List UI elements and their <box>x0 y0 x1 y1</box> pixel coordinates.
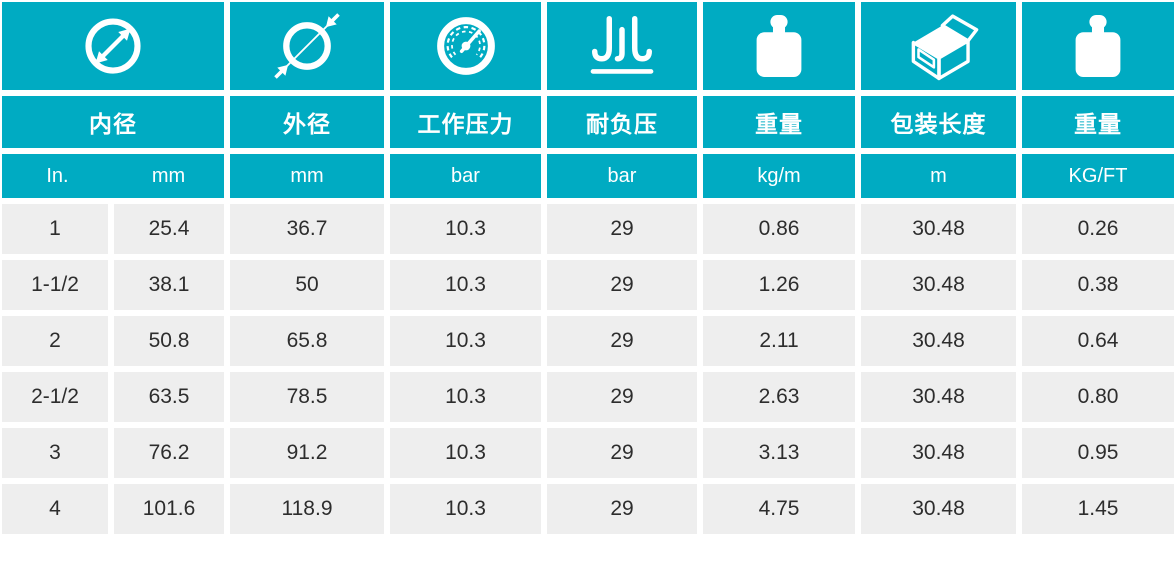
header-icon-cell-weight-imperial <box>1022 2 1174 90</box>
table-cell: 4 <box>2 484 108 534</box>
unit-inches: In. <box>46 164 69 187</box>
table-cell: 76.2 <box>114 428 224 478</box>
table-cell: 30.48 <box>861 204 1016 254</box>
unit-mm: mm <box>151 164 186 187</box>
unit-cell-vacuum: bar <box>547 154 697 198</box>
label-text: 耐负压 <box>586 111 658 137</box>
table-cell: 2.63 <box>703 372 855 422</box>
table-cell: 0.38 <box>1022 260 1174 310</box>
header-icon-cell-vacuum <box>547 2 697 90</box>
table-cell: 30.48 <box>861 372 1016 422</box>
inner-diameter-icon <box>78 11 148 81</box>
label-text: 内径 <box>89 111 137 137</box>
label-text: 重量 <box>755 111 803 137</box>
unit-cell-working-pressure: bar <box>390 154 541 198</box>
header-icon-cell-outer-diameter <box>230 2 384 90</box>
unit-text: mm <box>290 164 324 187</box>
unit-cell-outer-diameter: mm <box>230 154 384 198</box>
table-cell: 0.80 <box>1022 372 1174 422</box>
package-box-icon <box>898 10 980 82</box>
table-cell: 1.26 <box>703 260 855 310</box>
unit-text: KG/FT <box>1068 164 1128 187</box>
spec-grid: 内径 外径 工作压力 耐负压 重量 包装长度 重量 In. mm mm bar … <box>2 2 1174 534</box>
weight-icon <box>1067 11 1129 81</box>
table-cell: 29 <box>547 428 697 478</box>
table-cell: 2.11 <box>703 316 855 366</box>
table-cell: 10.3 <box>390 484 541 534</box>
table-cell: 25.4 <box>114 204 224 254</box>
unit-text: kg/m <box>757 164 801 187</box>
table-cell: 10.3 <box>390 316 541 366</box>
unit-split: In. mm <box>2 154 224 198</box>
column-label-weight-metric: 重量 <box>703 96 855 148</box>
header-icon-cell-inner-diameter <box>2 2 224 90</box>
label-text: 外径 <box>283 111 331 137</box>
table-cell: 2-1/2 <box>2 372 108 422</box>
table-cell: 0.86 <box>703 204 855 254</box>
table-cell: 0.95 <box>1022 428 1174 478</box>
vacuum-suction-icon <box>582 13 662 79</box>
table-cell: 2 <box>2 316 108 366</box>
table-cell: 30.48 <box>861 316 1016 366</box>
unit-text: m <box>930 164 947 187</box>
table-cell: 50.8 <box>114 316 224 366</box>
column-label-weight-imperial: 重量 <box>1022 96 1174 148</box>
table-cell: 29 <box>547 316 697 366</box>
header-icon-cell-working-pressure <box>390 2 541 90</box>
table-cell: 36.7 <box>230 204 384 254</box>
pressure-gauge-icon <box>431 11 501 81</box>
unit-text: bar <box>451 164 480 187</box>
table-cell: 10.3 <box>390 428 541 478</box>
column-label-vacuum: 耐负压 <box>547 96 697 148</box>
table-cell: 29 <box>547 260 697 310</box>
table-cell: 50 <box>230 260 384 310</box>
header-icon-cell-package-length <box>861 2 1016 90</box>
table-cell: 10.3 <box>390 260 541 310</box>
column-label-outer-diameter: 外径 <box>230 96 384 148</box>
table-cell: 30.48 <box>861 428 1016 478</box>
label-text: 工作压力 <box>417 111 514 137</box>
label-text: 重量 <box>1074 111 1122 137</box>
table-cell: 4.75 <box>703 484 855 534</box>
table-cell: 63.5 <box>114 372 224 422</box>
table-cell: 1.45 <box>1022 484 1174 534</box>
header-icon-cell-weight-metric <box>703 2 855 90</box>
unit-cell-inner-diameter: In. mm <box>2 154 224 198</box>
outer-diameter-icon <box>271 10 343 82</box>
table-cell: 1-1/2 <box>2 260 108 310</box>
unit-cell-weight-imperial: KG/FT <box>1022 154 1174 198</box>
table-cell: 38.1 <box>114 260 224 310</box>
column-label-package-length: 包装长度 <box>861 96 1016 148</box>
table-cell: 30.48 <box>861 260 1016 310</box>
table-cell: 0.26 <box>1022 204 1174 254</box>
table-cell: 1 <box>2 204 108 254</box>
table-cell: 3 <box>2 428 108 478</box>
table-cell: 10.3 <box>390 204 541 254</box>
table-cell: 29 <box>547 372 697 422</box>
unit-cell-package-length: m <box>861 154 1016 198</box>
table-cell: 29 <box>547 484 697 534</box>
table-cell: 65.8 <box>230 316 384 366</box>
table-cell: 29 <box>547 204 697 254</box>
unit-cell-weight-metric: kg/m <box>703 154 855 198</box>
table-cell: 10.3 <box>390 372 541 422</box>
weight-icon <box>748 11 810 81</box>
column-label-inner-diameter: 内径 <box>2 96 224 148</box>
table-cell: 118.9 <box>230 484 384 534</box>
table-cell: 30.48 <box>861 484 1016 534</box>
table-cell: 91.2 <box>230 428 384 478</box>
table-cell: 3.13 <box>703 428 855 478</box>
table-cell: 0.64 <box>1022 316 1174 366</box>
table-cell: 101.6 <box>114 484 224 534</box>
label-text: 包装长度 <box>890 111 987 137</box>
column-label-working-pressure: 工作压力 <box>390 96 541 148</box>
unit-text: bar <box>607 164 637 187</box>
spec-table: 内径 外径 工作压力 耐负压 重量 包装长度 重量 In. mm mm bar … <box>0 0 1176 534</box>
table-cell: 78.5 <box>230 372 384 422</box>
